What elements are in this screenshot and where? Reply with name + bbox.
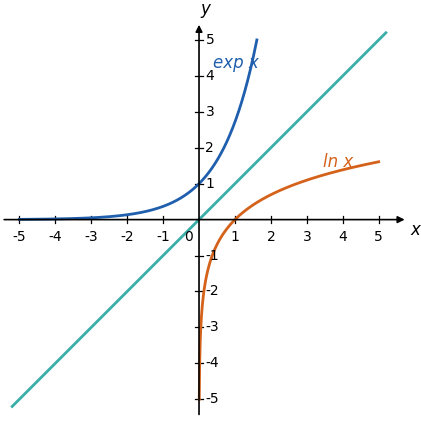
Text: exp x: exp x — [213, 54, 258, 72]
Text: -1: -1 — [205, 249, 219, 262]
Text: -2: -2 — [120, 230, 134, 243]
Text: 4: 4 — [205, 69, 214, 83]
Text: 0: 0 — [184, 230, 192, 243]
Text: 1: 1 — [231, 230, 240, 243]
Text: 3: 3 — [205, 105, 214, 119]
Text: -5: -5 — [205, 392, 219, 406]
Text: -4: -4 — [48, 230, 62, 243]
Text: y: y — [200, 0, 210, 19]
Text: 4: 4 — [338, 230, 347, 243]
Text: 3: 3 — [302, 230, 311, 243]
Text: -3: -3 — [84, 230, 98, 243]
Text: -5: -5 — [13, 230, 26, 243]
Text: -3: -3 — [205, 320, 219, 334]
Text: 2: 2 — [205, 141, 214, 155]
Text: 2: 2 — [266, 230, 275, 243]
Text: 1: 1 — [205, 177, 214, 191]
Text: ln x: ln x — [323, 153, 353, 171]
Text: 5: 5 — [374, 230, 383, 243]
Text: -4: -4 — [205, 356, 219, 371]
Text: -1: -1 — [156, 230, 170, 243]
Text: x: x — [410, 221, 420, 239]
Text: -2: -2 — [205, 284, 219, 298]
Text: 5: 5 — [205, 33, 214, 47]
